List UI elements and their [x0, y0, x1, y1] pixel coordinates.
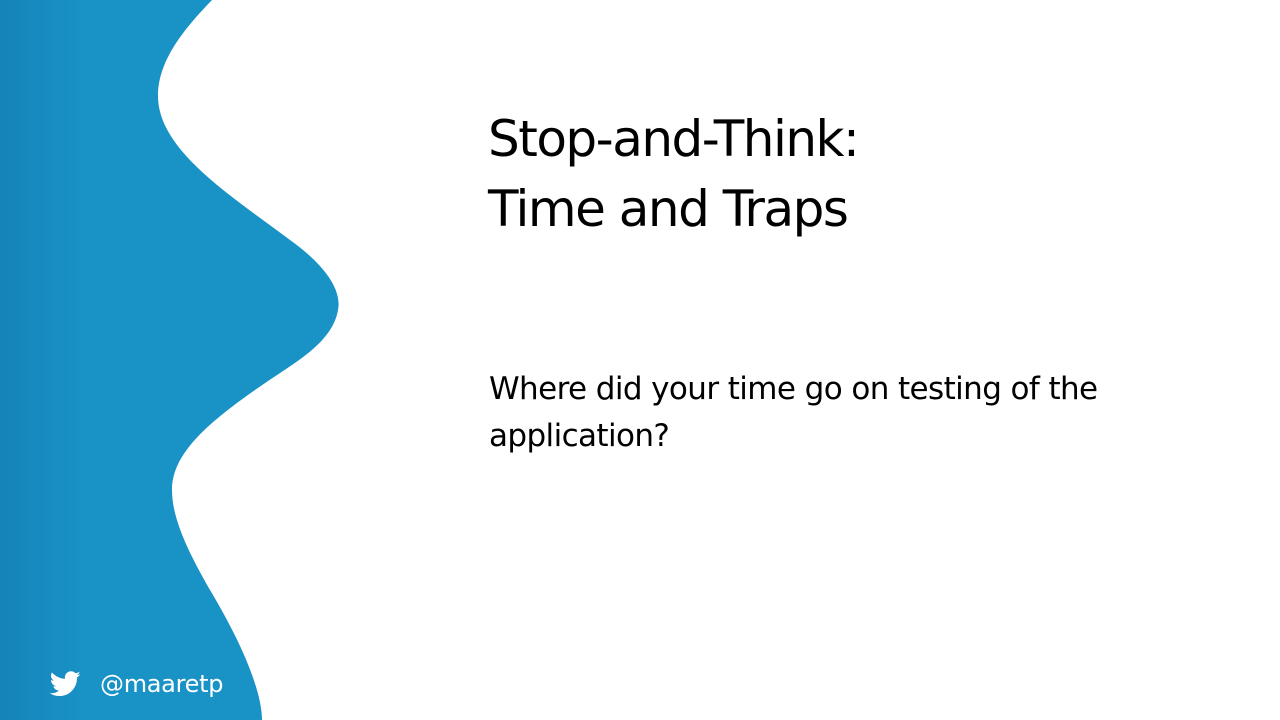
footer-social: @maaretp: [50, 664, 223, 704]
slide-title: Stop-and-Think: Time and Traps: [488, 104, 1188, 244]
title-line-1: Stop-and-Think:: [488, 110, 860, 168]
slide-body-text: Where did your time go on testing of the…: [489, 371, 1098, 454]
twitter-icon: [50, 671, 81, 697]
twitter-handle: @maaretp: [100, 670, 224, 698]
title-line-2: Time and Traps: [488, 180, 849, 238]
